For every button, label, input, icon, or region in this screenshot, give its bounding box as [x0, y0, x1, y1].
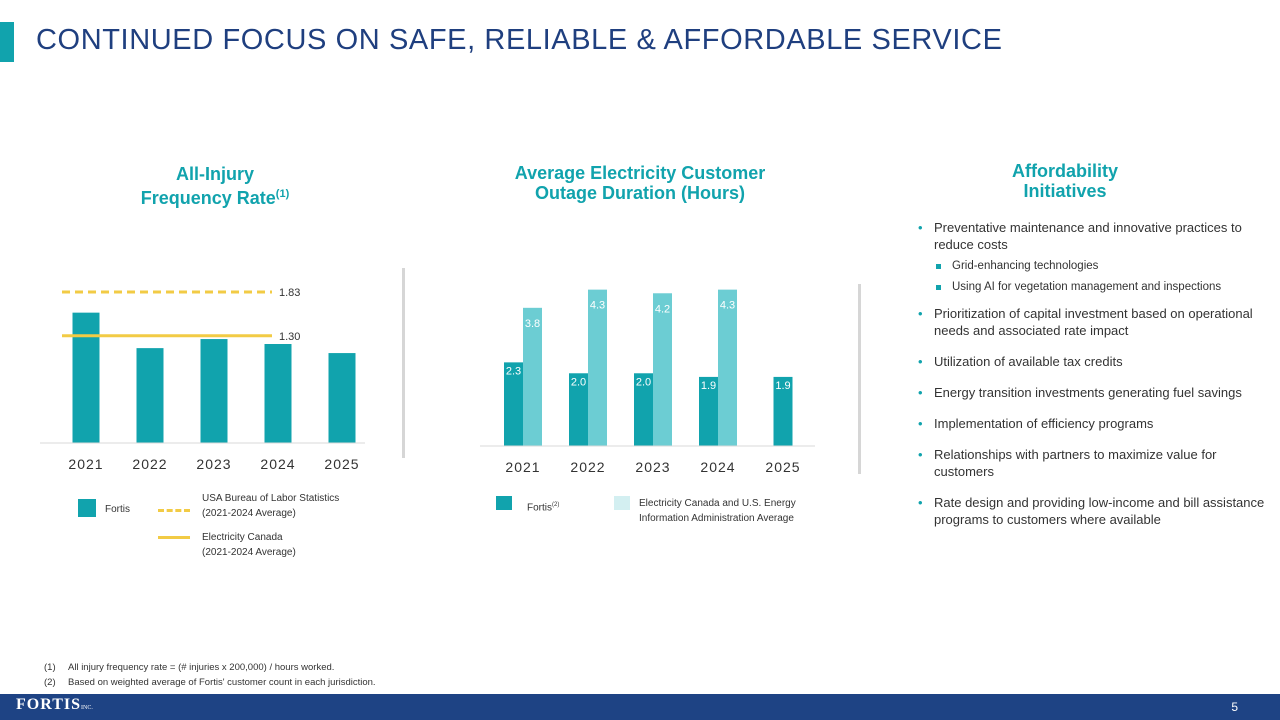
legend-label-benchmark: Electricity Canada and U.S. Energy Infor…: [639, 496, 796, 526]
afford-bullet: Utilization of available tax credits: [916, 353, 1266, 370]
reference-line-label: 1.30: [279, 331, 300, 343]
legend-label-usa-line1: USA Bureau of Labor Statistics: [202, 493, 340, 504]
bar-fortis: [200, 339, 228, 443]
logo-text: FORTIS: [16, 696, 82, 713]
bar-value-label: 1.9: [701, 380, 716, 392]
outage-duration-chart: 2.3 3.8 2021 2.0 4.3 2022 2.0 4.2 2023 1.9 4.3 2024…: [480, 289, 815, 475]
afford-bullet: Energy transition investments generating…: [916, 384, 1266, 401]
x-tick-label: 2022: [132, 456, 167, 472]
afford-heading-line1: Affordability: [1012, 161, 1118, 181]
footnote-number: (2): [44, 677, 56, 688]
logo-suffix: INC.: [81, 705, 93, 711]
bar-fortis: [328, 353, 356, 443]
afford-bullet: Relationships with partners to maximize …: [916, 446, 1266, 480]
legend-label-benchmark-line1: Electricity Canada and U.S. Energy: [639, 498, 796, 509]
footnote: (2) Based on weighted average of Fortis' …: [44, 675, 376, 690]
reference-line-label: 1.83: [279, 287, 300, 299]
outage-heading: Average Electricity Customer Outage Dura…: [480, 163, 800, 203]
injury-heading-text: Frequency Rate: [140, 188, 276, 208]
x-tick-label: 2021: [505, 459, 540, 475]
afford-sub-bullet: Using AI for vegetation management and i…: [934, 280, 1266, 295]
legend-swatch-benchmark: [614, 496, 630, 510]
afford-bullet: Implementation of efficiency programs: [916, 415, 1266, 432]
legend-label-fortis-outage: Fortis(2): [527, 498, 559, 515]
bar-fortis: [264, 344, 292, 443]
bar-fortis: [634, 373, 653, 446]
bar-fortis: [773, 376, 793, 446]
bar-benchmark: [718, 289, 737, 446]
bar-value-label: 4.3: [720, 300, 735, 312]
footnote: (1) All injury frequency rate = (# injuri…: [44, 660, 376, 675]
afford-bullet: Rate design and providing low-income and…: [916, 494, 1266, 528]
legend-label-canada-line2: (2021-2024 Average): [202, 547, 296, 558]
bar-benchmark: [653, 293, 672, 446]
bar-fortis: [72, 312, 100, 443]
afford-bullet: Preventative maintenance and innovative …: [916, 219, 1266, 295]
bar-value-label: 1.9: [775, 380, 790, 392]
bar-value-label: 4.2: [655, 303, 670, 315]
injury-heading-line1: All-Injury: [175, 164, 254, 184]
legend-line-usa: [158, 509, 190, 512]
bar-fortis: [504, 362, 523, 446]
footnote-text: All injury frequency rate = (# injuries …: [68, 662, 335, 673]
bar-value-label: 2.3: [506, 365, 521, 377]
bar-benchmark: [588, 289, 607, 446]
outage-heading-line1: Average Electricity Customer: [514, 163, 766, 183]
legend-swatch-fortis-outage: [496, 496, 512, 510]
bar-benchmark: [523, 307, 542, 446]
page-number: 5: [1231, 700, 1238, 714]
title-accent-bar: [0, 22, 14, 62]
afford-heading: Affordability Initiatives: [960, 161, 1170, 201]
bar-value-label: 2.0: [636, 376, 651, 388]
affordability-list: Preventative maintenance and innovative …: [916, 219, 1266, 542]
section-divider-left: [402, 268, 405, 458]
x-tick-label: 2024: [700, 459, 735, 475]
bar-fortis: [136, 348, 164, 443]
bar-value-label: 2.0: [571, 376, 586, 388]
injury-heading-footnote: (1): [275, 188, 290, 200]
injury-heading: All-Injury Frequency Rate(1): [100, 164, 330, 208]
afford-heading-line2: Initiatives: [1023, 181, 1107, 201]
fortis-logo: FORTISINC.: [16, 696, 93, 714]
x-tick-label: 2023: [635, 459, 670, 475]
legend-label-benchmark-line2: Information Administration Average: [639, 513, 794, 524]
outage-heading-line2: Outage Duration (Hours): [535, 183, 745, 203]
x-tick-label: 2024: [260, 456, 295, 472]
x-tick-label: 2023: [196, 456, 231, 472]
x-tick-label: 2022: [570, 459, 605, 475]
legend-swatch-fortis: [78, 499, 96, 517]
afford-sub-bullet: Grid-enhancing technologies: [934, 259, 1266, 274]
legend-label-fortis-outage-footnote: (2): [552, 502, 560, 508]
x-tick-label: 2021: [68, 456, 103, 472]
x-tick-label: 2025: [324, 456, 359, 472]
injury-heading-line2: Frequency Rate(1): [100, 184, 330, 208]
page-title: CONTINUED FOCUS ON SAFE, RELIABLE & AFFO…: [36, 24, 1003, 56]
afford-bullet-text: Preventative maintenance and innovative …: [934, 220, 1242, 252]
bar-value-label: 4.3: [590, 300, 605, 312]
legend-line-canada: [158, 536, 190, 539]
bar-fortis: [699, 376, 718, 446]
section-divider-right: [858, 284, 861, 474]
bar-fortis: [569, 373, 588, 446]
footnote-number: (1): [44, 662, 56, 673]
legend-label-usa-line2: (2021-2024 Average): [202, 508, 296, 519]
legend-label-fortis: Fortis: [105, 504, 130, 515]
afford-bullet: Prioritization of capital investment bas…: [916, 305, 1266, 339]
footnotes: (1) All injury frequency rate = (# injuri…: [44, 660, 376, 690]
x-tick-label: 2025: [765, 459, 800, 475]
bar-value-label: 3.8: [525, 318, 540, 330]
footnote-text: Based on weighted average of Fortis' cus…: [68, 677, 376, 688]
legend-label-usa: USA Bureau of Labor Statistics (2021-202…: [202, 491, 339, 521]
legend-label-fortis-outage-text: Fortis: [527, 502, 552, 514]
footer-bar: FORTISINC. 5: [0, 694, 1280, 720]
injury-frequency-chart: 2021 2022 2023 2024 2025 1.83 1.30: [40, 287, 365, 472]
legend-label-canada-line1: Electricity Canada: [202, 532, 283, 543]
legend-label-canada: Electricity Canada (2021-2024 Average): [202, 530, 296, 560]
